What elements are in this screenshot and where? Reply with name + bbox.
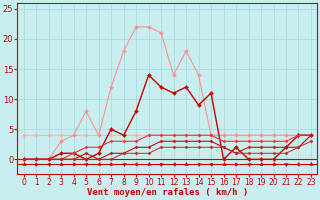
X-axis label: Vent moyen/en rafales ( km/h ): Vent moyen/en rafales ( km/h ) bbox=[87, 188, 248, 197]
